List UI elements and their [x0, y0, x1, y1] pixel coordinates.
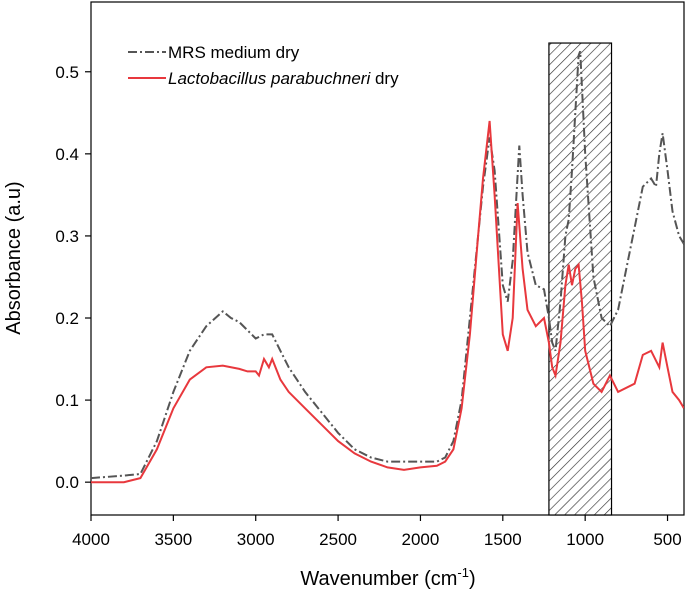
legend-label-lactobacillus-parabuchneri-dry: Lactobacillus parabuchneri dry	[168, 69, 399, 88]
x-tick-label: 1000	[566, 530, 604, 549]
highlight-region	[548, 42, 613, 516]
x-tick-label: 4000	[72, 530, 110, 549]
x-tick-label: 500	[653, 530, 681, 549]
y-tick-label: 0.5	[55, 63, 79, 82]
y-tick-label: 0.4	[55, 145, 79, 164]
x-tick-label: 2500	[319, 530, 357, 549]
series-line-lactobacillus-parabuchneri-dry	[91, 120, 684, 484]
legend: MRS medium dry Lactobacillus parabuchner…	[128, 43, 399, 88]
y-axis: 0.0 0.1 0.2 0.3 0.4 0.5	[55, 63, 91, 492]
legend-label-mrs-medium-dry: MRS medium dry	[168, 43, 300, 62]
y-tick-label: 0.3	[55, 227, 79, 246]
x-axis-title: Wavenumber (cm-1)	[300, 565, 475, 590]
x-tick-label: 1500	[484, 530, 522, 549]
plot-frame	[90, 1, 685, 516]
y-axis-title: Absorbance (a.u)	[3, 181, 25, 334]
y-tick-label: 0.1	[55, 391, 79, 410]
x-axis: 4000 3500 3000 2500 2000 1500 1000 500	[72, 515, 682, 549]
x-tick-label: 3500	[154, 530, 192, 549]
series-line-mrs-medium-dry	[91, 50, 684, 480]
x-tick-label: 3000	[237, 530, 275, 549]
y-tick-label: 0.0	[55, 473, 79, 492]
y-tick-label: 0.2	[55, 309, 79, 328]
x-tick-label: 2000	[402, 530, 440, 549]
